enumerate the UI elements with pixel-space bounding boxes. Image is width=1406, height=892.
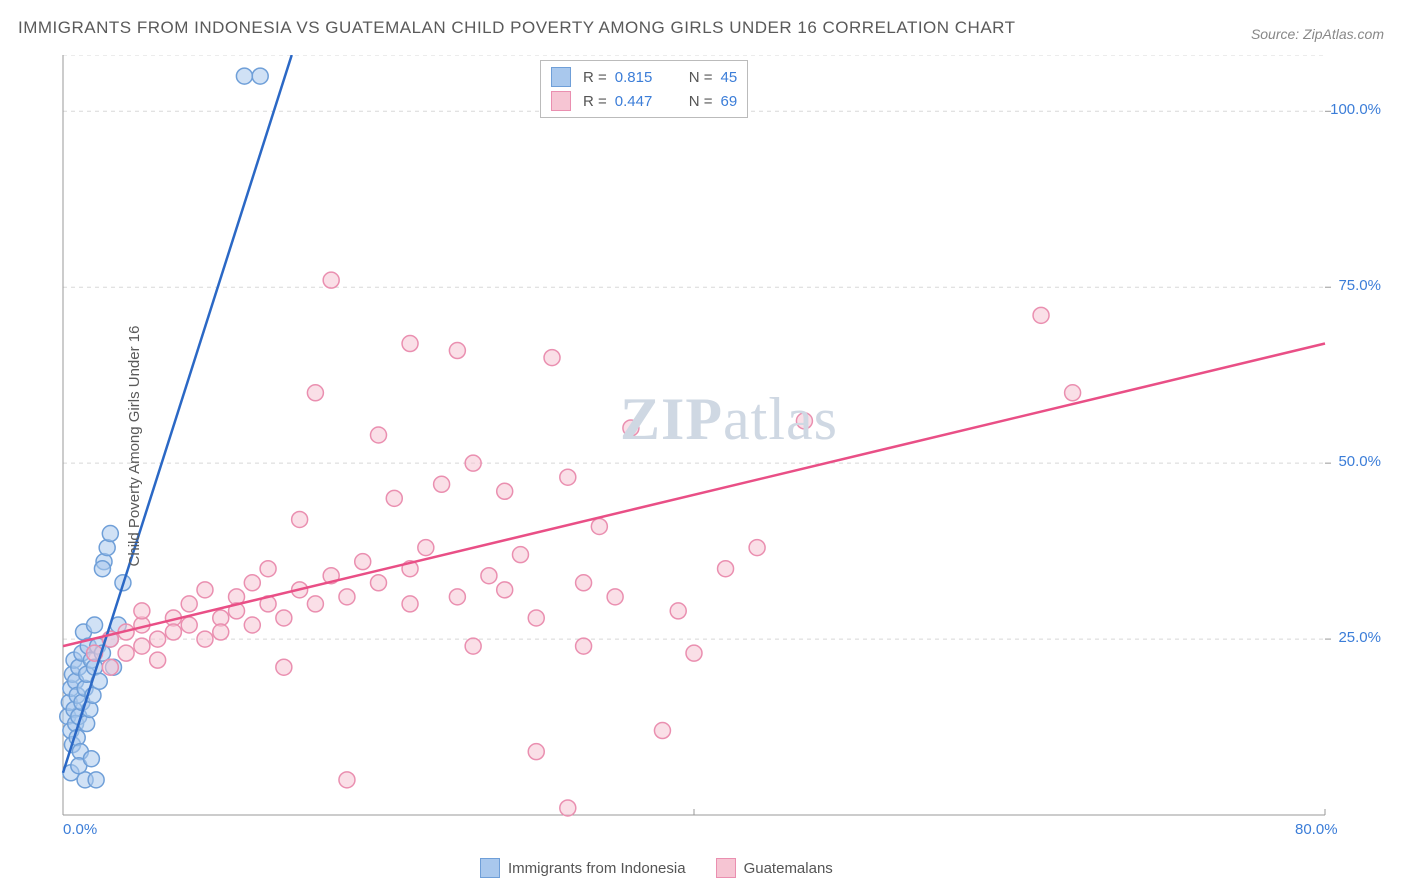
n-value: 45	[721, 69, 738, 86]
source-attribution: Source: ZipAtlas.com	[1251, 26, 1384, 42]
legend-series-item: Immigrants from Indonesia	[480, 858, 686, 878]
y-tick-label: 100.0%	[1330, 101, 1381, 118]
legend-correlation-row: R = 0.447 N = 69	[551, 89, 737, 113]
scatter-chart	[55, 55, 1385, 845]
legend-series-item: Guatemalans	[716, 858, 833, 878]
legend-correlation-row: R = 0.815 N = 45	[551, 65, 737, 89]
chart-title: IMMIGRANTS FROM INDONESIA VS GUATEMALAN …	[18, 18, 1016, 38]
legend-swatch	[480, 858, 500, 878]
y-tick-label: 50.0%	[1338, 453, 1381, 470]
legend-series-label: Immigrants from Indonesia	[508, 860, 686, 877]
r-value: 0.815	[615, 69, 671, 86]
r-label: R =	[583, 93, 607, 110]
x-tick-label: 80.0%	[1295, 821, 1338, 838]
r-value: 0.447	[615, 93, 671, 110]
n-label: N =	[689, 69, 713, 86]
legend-swatch	[551, 91, 571, 111]
y-tick-label: 75.0%	[1338, 277, 1381, 294]
y-axis-label: Child Poverty Among Girls Under 16	[126, 326, 143, 567]
series-legend: Immigrants from Indonesia Guatemalans	[480, 858, 833, 878]
y-tick-label: 25.0%	[1338, 629, 1381, 646]
plot-area: 25.0% 50.0% 75.0% 100.0% 0.0% 80.0%	[55, 55, 1385, 845]
r-label: R =	[583, 69, 607, 86]
correlation-legend: R = 0.815 N = 45 R = 0.447 N = 69	[540, 60, 748, 118]
legend-swatch	[716, 858, 736, 878]
n-label: N =	[689, 93, 713, 110]
legend-swatch	[551, 67, 571, 87]
x-tick-label: 0.0%	[63, 821, 97, 838]
legend-series-label: Guatemalans	[744, 860, 833, 877]
n-value: 69	[721, 93, 738, 110]
